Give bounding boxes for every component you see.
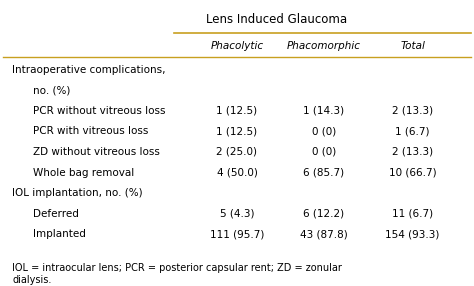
Text: IOL = intraocular lens; PCR = posterior capsular rent; ZD = zonular
dialysis.: IOL = intraocular lens; PCR = posterior … [12,263,342,285]
Text: PCR without vitreous loss: PCR without vitreous loss [33,106,166,116]
Text: 5 (4.3): 5 (4.3) [220,209,254,219]
Text: 6 (12.2): 6 (12.2) [303,209,344,219]
Text: 154 (93.3): 154 (93.3) [385,229,440,239]
Text: 11 (6.7): 11 (6.7) [392,209,433,219]
Text: 2 (13.3): 2 (13.3) [392,106,433,116]
Text: 0 (0): 0 (0) [311,126,336,136]
Text: Deferred: Deferred [33,209,79,219]
Text: Phacolytic: Phacolytic [210,41,264,51]
Text: 0 (0): 0 (0) [311,147,336,157]
Text: Implanted: Implanted [33,229,86,239]
Text: PCR with vitreous loss: PCR with vitreous loss [33,126,149,136]
Text: Whole bag removal: Whole bag removal [33,168,135,178]
Text: 6 (85.7): 6 (85.7) [303,168,344,178]
Text: ZD without vitreous loss: ZD without vitreous loss [33,147,160,157]
Text: Total: Total [400,41,425,51]
Text: 1 (12.5): 1 (12.5) [217,106,257,116]
Text: IOL implantation, no. (%): IOL implantation, no. (%) [12,188,143,198]
Text: 4 (50.0): 4 (50.0) [217,168,257,178]
Text: Lens Induced Glaucoma: Lens Induced Glaucoma [206,13,347,26]
Text: 2 (13.3): 2 (13.3) [392,147,433,157]
Text: 10 (66.7): 10 (66.7) [389,168,437,178]
Text: no. (%): no. (%) [33,85,71,95]
Text: 2 (25.0): 2 (25.0) [217,147,257,157]
Text: 1 (14.3): 1 (14.3) [303,106,344,116]
Text: 1 (12.5): 1 (12.5) [217,126,257,136]
Text: 43 (87.8): 43 (87.8) [300,229,347,239]
Text: Phacomorphic: Phacomorphic [287,41,361,51]
Text: Intraoperative complications,: Intraoperative complications, [12,65,165,75]
Text: 1 (6.7): 1 (6.7) [395,126,430,136]
Text: 111 (95.7): 111 (95.7) [210,229,264,239]
